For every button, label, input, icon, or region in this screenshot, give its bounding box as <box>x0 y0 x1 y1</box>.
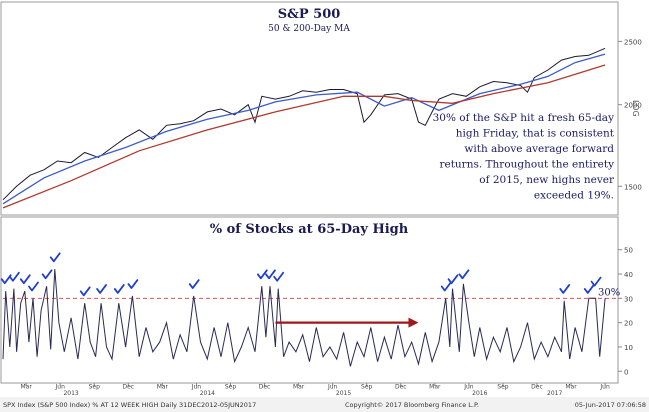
checkmark <box>49 252 61 263</box>
pct-y-tick-label: 0 <box>624 368 628 376</box>
pct-y-tick-label: 40 <box>624 271 633 279</box>
annotation-line: with above average forward <box>464 143 614 155</box>
pct-y-tick-label: 10 <box>624 344 633 352</box>
footer-right: 05-Jun-2017 07:06:58 <box>575 401 646 409</box>
pct-line-group <box>2 269 606 367</box>
checkmark <box>127 279 139 289</box>
pct-y-tick-label: 20 <box>624 320 633 328</box>
arrow-group <box>275 317 419 328</box>
ma50-line <box>2 53 606 205</box>
footer-center: Copyright© 2017 Bloomberg Finance L.P. <box>345 401 479 409</box>
pct-y-tick-label: 30 <box>624 295 633 303</box>
checkmark <box>0 274 12 285</box>
price-y-tick-label: 2000 <box>624 102 642 110</box>
x-tick-label: Mar <box>157 384 169 391</box>
x-tick-label: Sep <box>497 384 509 391</box>
x-tick-label: Mar <box>565 384 577 391</box>
checkmark <box>256 269 268 280</box>
checkmark <box>96 284 107 294</box>
checkmark <box>440 281 452 292</box>
checkmarks-group <box>0 252 602 297</box>
price-line <box>2 47 606 201</box>
x-tick-label: Jun <box>463 384 474 391</box>
pct-high-line <box>2 269 606 367</box>
checkmark <box>79 286 91 297</box>
checkmark <box>447 274 459 285</box>
checkmark <box>28 281 39 292</box>
arrow-head <box>408 317 419 328</box>
price-y-tick-label: 2500 <box>624 38 642 46</box>
x-tick-label: Dec <box>259 384 271 391</box>
x-tick-label: Dec <box>123 384 135 391</box>
checkmark <box>458 269 470 280</box>
checkmark <box>41 269 53 280</box>
annotation-line: of 2015, new highs never <box>479 174 615 186</box>
checkmark <box>188 279 200 289</box>
price-panel: S&P 500 50 & 200-Day MA 1500 2000 2500 LOG… <box>2 7 642 209</box>
pct-high-title: % of Stocks at 65-Day High <box>210 222 409 237</box>
pct-y-axis: 0 10 20 30 40 50 <box>618 247 633 376</box>
reference-line-group: 30% <box>3 287 620 299</box>
price-y-tick-label: 1500 <box>624 183 642 191</box>
annotation-line: 30% of the S&P hit a fresh 65-day <box>433 112 614 124</box>
footer-left: SPX Index (S&P 500 Index) % AT 12 WEEK H… <box>3 401 256 409</box>
x-year-label: 2013 <box>63 390 78 397</box>
x-tick-label: Mar <box>293 384 305 391</box>
annotation-line: returns. Throughout the entirety <box>439 159 614 171</box>
x-tick-label: Dec <box>531 384 543 391</box>
top-panel-frame <box>0 1 619 216</box>
price-subtitle: 50 & 200-Day MA <box>268 24 350 34</box>
pct-y-tick-label: 50 <box>624 247 633 255</box>
x-axis: Mar Jun Sep Dec Mar Jun Sep Dec Mar Jun Sep Dec Mar J… <box>20 383 610 397</box>
log-scale-label: LOG <box>631 100 640 117</box>
x-tick-label: Dec <box>395 384 407 391</box>
checkmark <box>559 284 571 294</box>
bottom-panel-frame <box>0 216 619 384</box>
price-y-axis: 1500 2000 2500 <box>618 38 642 191</box>
pct-high-panel: % of Stocks at 65-Day High 0 10 20 30 40 50 3… <box>0 222 633 397</box>
checkmark <box>19 274 31 285</box>
x-tick-label: Sep <box>225 384 237 391</box>
x-tick-label: Jun <box>191 384 202 391</box>
checkmark <box>8 271 20 282</box>
annotation-line: high Friday, that is consistent <box>456 128 615 140</box>
x-tick-label: Jun <box>599 384 610 391</box>
reference-line-label: 30% <box>598 287 620 298</box>
price-title: S&P 500 <box>278 7 341 22</box>
x-year-label: 2014 <box>200 390 215 397</box>
price-lines <box>2 47 606 209</box>
x-tick-label: Sep <box>89 384 101 391</box>
x-tick-label: Mar <box>20 384 32 391</box>
x-year-label: 2016 <box>472 390 487 397</box>
checkmark <box>113 284 125 294</box>
annotation-line: exceeded 19%. <box>534 190 614 202</box>
x-year-label: 2017 <box>547 390 562 397</box>
ma200-line <box>2 64 606 209</box>
x-tick-label: Sep <box>361 384 373 391</box>
checkmark <box>273 271 285 282</box>
checkmark <box>590 276 602 287</box>
checkmark <box>583 284 595 294</box>
x-tick-label: Mar <box>429 384 441 391</box>
x-tick-label: Jun <box>55 384 66 391</box>
footer-bar <box>0 397 649 412</box>
x-year-label: 2015 <box>336 390 351 397</box>
x-tick-label: Jun <box>327 384 338 391</box>
checkmark <box>265 269 276 280</box>
price-annotation: 30% of the S&P hit a fresh 65-day high Fr… <box>433 112 615 202</box>
